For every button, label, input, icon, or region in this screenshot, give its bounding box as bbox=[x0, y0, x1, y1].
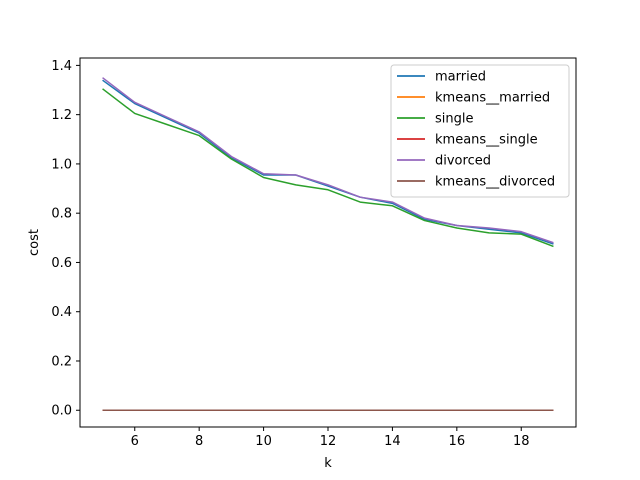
legend-label: kmeans__married bbox=[435, 91, 550, 106]
y-tick-label: 1.4 bbox=[51, 59, 72, 74]
x-axis-label: k bbox=[324, 456, 332, 471]
y-tick-label: 0.4 bbox=[51, 305, 72, 320]
y-axis-ticks: 0.0 0.2 0.4 0.6 0.8 1.0 1.2 1.4 bbox=[51, 59, 80, 419]
legend-label: kmeans__single bbox=[435, 133, 538, 148]
legend-label: married bbox=[435, 70, 486, 85]
plot-lines bbox=[102, 77, 554, 411]
x-tick-label: 8 bbox=[195, 434, 203, 449]
y-tick-label: 0.0 bbox=[51, 404, 72, 419]
series-line-married bbox=[102, 79, 554, 245]
y-tick-label: 0.2 bbox=[51, 354, 72, 369]
y-axis-label: cost bbox=[27, 229, 42, 256]
x-tick-label: 12 bbox=[320, 434, 337, 449]
y-tick-label: 1.2 bbox=[51, 108, 72, 123]
x-tick-label: 18 bbox=[513, 434, 530, 449]
y-tick-label: 0.8 bbox=[51, 207, 72, 222]
x-tick-label: 6 bbox=[131, 434, 139, 449]
legend-label: kmeans__divorced bbox=[435, 175, 555, 190]
x-tick-label: 14 bbox=[384, 434, 401, 449]
x-axis-ticks: 6 8 10 12 14 16 18 bbox=[131, 427, 530, 449]
x-tick-label: 10 bbox=[255, 434, 272, 449]
y-tick-label: 1.0 bbox=[51, 157, 72, 172]
legend-label: single bbox=[435, 112, 474, 127]
y-tick-label: 0.6 bbox=[51, 256, 72, 271]
legend-box bbox=[390, 64, 570, 198]
legend-label: divorced bbox=[435, 154, 491, 169]
series-line-single bbox=[102, 88, 554, 248]
series-line-divorced bbox=[102, 77, 554, 244]
x-tick-label: 16 bbox=[449, 434, 466, 449]
